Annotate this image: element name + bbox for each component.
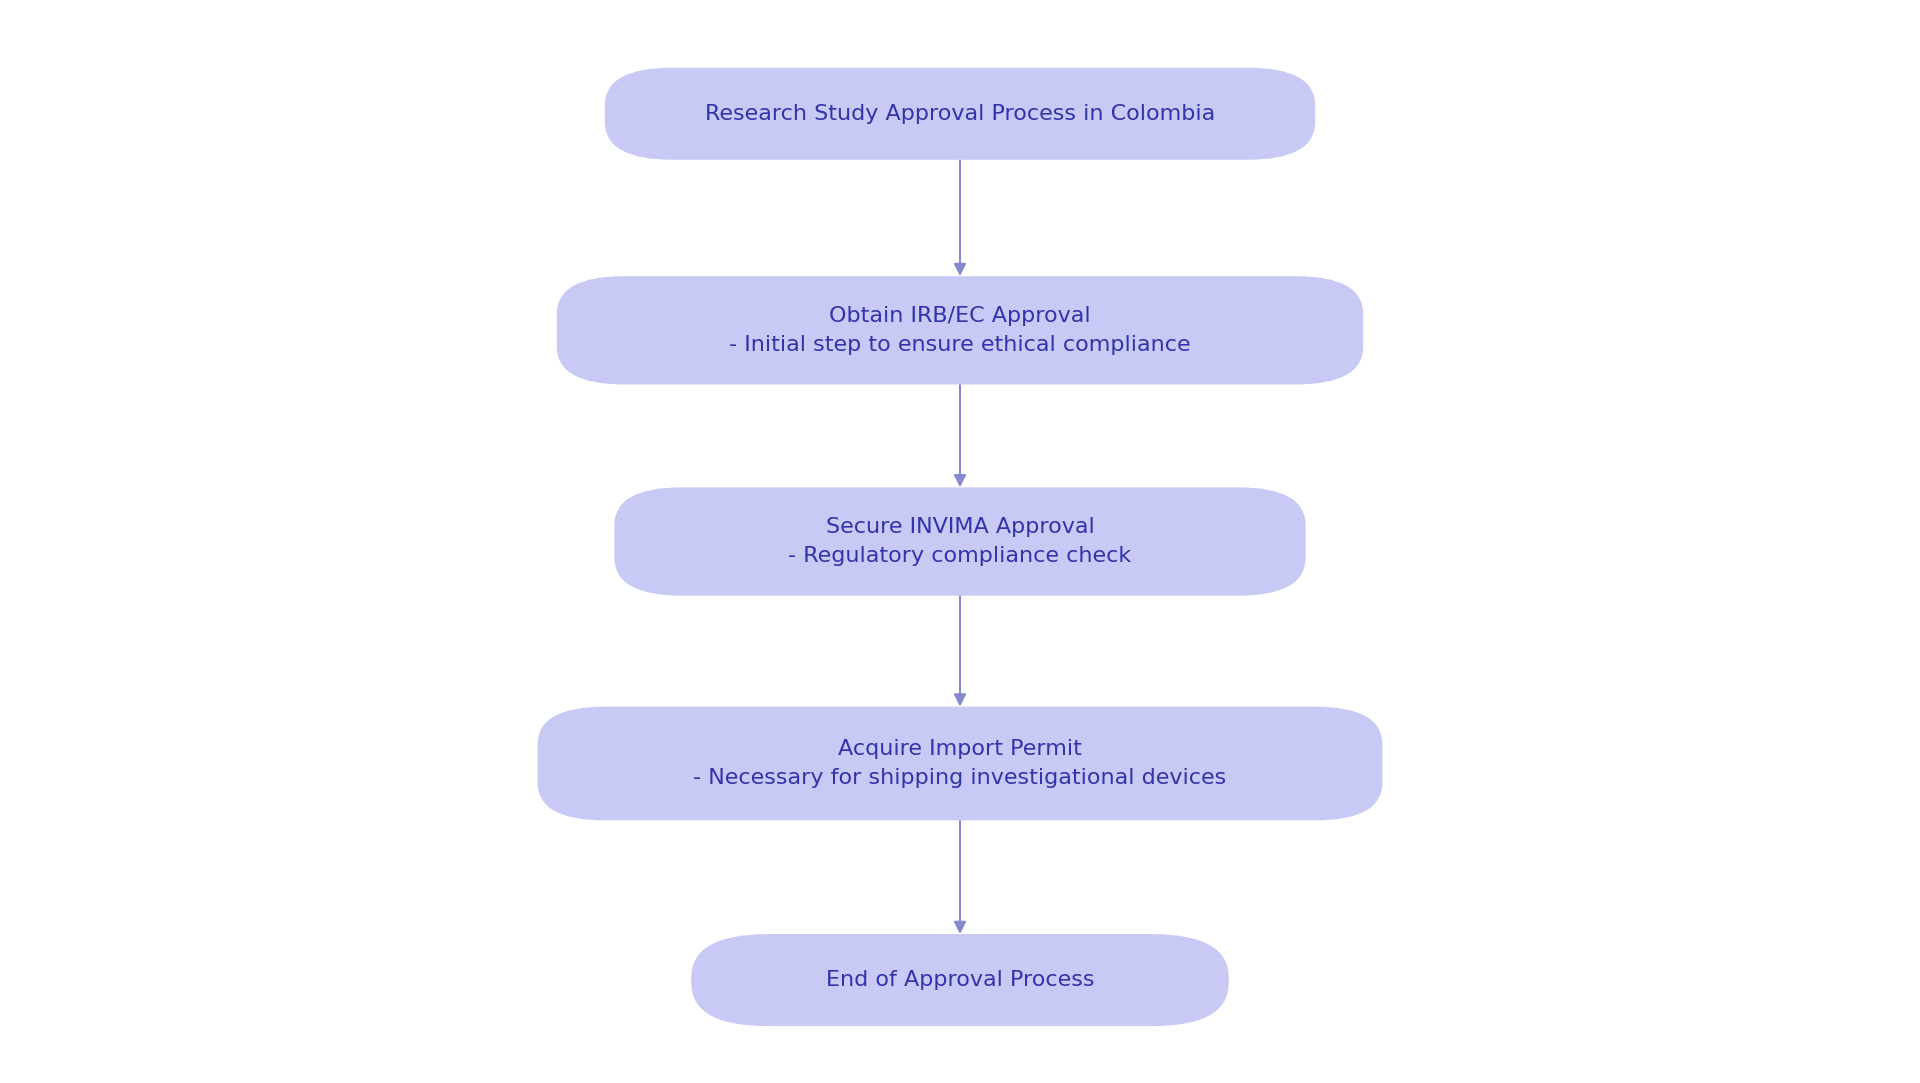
Text: Acquire Import Permit
- Necessary for shipping investigational devices: Acquire Import Permit - Necessary for sh… xyxy=(693,739,1227,788)
Text: Secure INVIMA Approval
- Regulatory compliance check: Secure INVIMA Approval - Regulatory comp… xyxy=(789,517,1131,566)
Text: Obtain IRB/EC Approval
- Initial step to ensure ethical compliance: Obtain IRB/EC Approval - Initial step to… xyxy=(730,305,1190,355)
FancyBboxPatch shape xyxy=(557,276,1363,384)
Text: End of Approval Process: End of Approval Process xyxy=(826,970,1094,990)
FancyBboxPatch shape xyxy=(614,487,1306,596)
FancyBboxPatch shape xyxy=(605,67,1315,159)
Text: Research Study Approval Process in Colombia: Research Study Approval Process in Colom… xyxy=(705,104,1215,123)
FancyBboxPatch shape xyxy=(691,934,1229,1027)
FancyBboxPatch shape xyxy=(538,707,1382,821)
